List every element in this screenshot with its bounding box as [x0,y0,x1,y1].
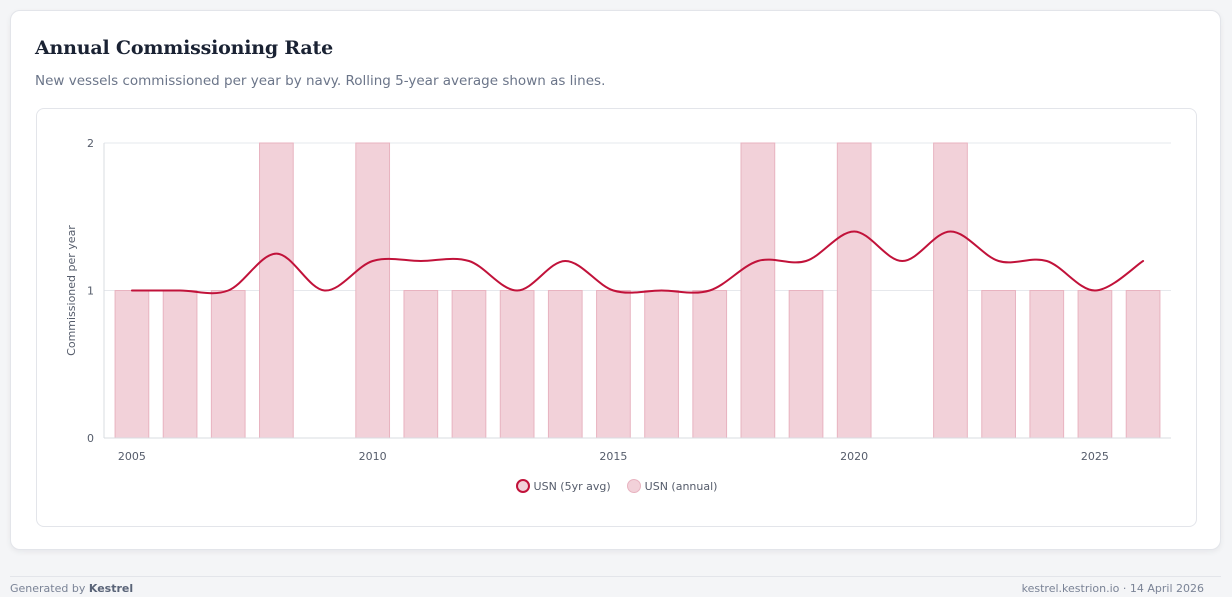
footer-brand[interactable]: Kestrel [88,582,134,595]
bar-2006 [162,290,198,439]
bar-2023 [981,290,1016,439]
x-tick-label: 2005 [118,450,146,463]
line-series-5yr-avg [130,230,1145,295]
x-tick-label: 2015 [599,450,627,463]
bar-2014 [547,290,583,439]
legend-item-annual[interactable]: USN (annual) [626,479,718,493]
chart-title: Annual Commissioning Rate [35,37,333,59]
legend-label-annual: USN (annual) [644,479,718,493]
footer-generated: Generated by Kestrel [10,582,133,595]
bar-2010 [355,142,391,439]
bar-2016 [644,290,679,439]
bar-2012 [451,290,487,439]
chart-plot: 0 1 2 Commissioned per year 2005 2010 2015 2020… [65,137,1171,463]
y-axis-title: Commissioned per year [65,225,78,356]
bar-2026 [1125,290,1161,439]
bar-2025 [1077,290,1113,439]
y-tick-label: 2 [87,137,94,150]
bar-2017 [692,290,728,439]
chart-card: Annual Commissioning Rate New vessels co… [10,10,1221,550]
chart-subtitle: New vessels commissioned per year by nav… [35,73,606,89]
bar-2007 [210,290,246,439]
bar-2024 [1029,290,1065,439]
legend-bar-swatch [626,479,641,493]
legend-line-swatch [515,479,530,493]
bar-2005 [114,290,150,439]
y-tick-label: 0 [87,432,94,445]
y-tick-label: 1 [87,285,94,298]
chart-panel: 0 1 2 Commissioned per year 2005 2010 2015 2020… [36,108,1197,527]
x-tick-label: 2020 [840,450,868,463]
legend-item-5yr-avg[interactable]: USN (5yr avg) [515,479,611,493]
x-tick-label: 2025 [1081,450,1109,463]
bar-2018 [740,142,776,439]
bar-2020 [836,142,872,439]
bar-2015 [596,290,631,439]
bar-2013 [499,290,535,439]
footer-generated-prefix: Generated by [10,582,86,595]
bar-2022 [933,142,968,439]
x-tick-label: 2010 [359,450,387,463]
footer-site-date[interactable]: kestrel.kestrion.io · 14 April 2026 [1021,582,1204,595]
footer-divider [10,576,1221,577]
legend-label-5yr-avg: USN (5yr avg) [533,479,611,493]
bar-2019 [788,290,824,439]
chart-legend: USN (5yr avg) USN (annual) [37,479,1196,493]
bar-2011 [403,290,439,439]
bar-2008 [259,142,294,439]
